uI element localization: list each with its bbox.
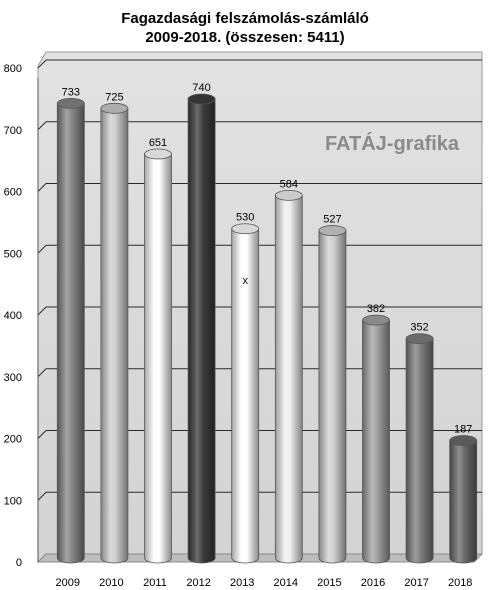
bar-body <box>405 338 434 564</box>
y-tick-label: 800 <box>4 63 22 75</box>
x-tick-label: 2011 <box>143 577 167 589</box>
bar-body <box>56 102 85 564</box>
bar-2010: 725 <box>100 91 129 564</box>
bar-value-label: 187 <box>454 424 472 436</box>
bar-value-label: 740 <box>192 82 210 94</box>
gridline-diagonal <box>37 244 47 254</box>
bar-top <box>449 435 478 446</box>
bar-2012: 740 <box>187 82 216 564</box>
watermark-text: FATÁJ-grafika <box>325 132 460 155</box>
x-tick-label: 2014 <box>274 577 298 589</box>
y-tick-label: 700 <box>4 125 22 137</box>
bar-top <box>231 223 260 235</box>
x-tick-label: 2017 <box>404 577 428 589</box>
x-tick-label: 2010 <box>99 577 123 589</box>
gridline-diagonal <box>37 430 47 439</box>
gridline-diagonal <box>37 491 47 501</box>
x-tick-label: 2009 <box>56 577 80 589</box>
bar-body <box>274 194 303 564</box>
bar-2013: 530 x <box>231 212 260 564</box>
bar-2015: 527 <box>318 214 347 564</box>
bar-value-label: 527 <box>323 214 341 226</box>
bar-body <box>144 153 172 564</box>
gridline-diagonal <box>37 183 47 192</box>
bar-2014: 584 <box>274 178 303 564</box>
bar-body <box>187 98 216 564</box>
bar-top <box>100 102 129 114</box>
bar-top <box>362 314 390 326</box>
bar-body <box>362 319 390 564</box>
bar-2016: 382 <box>362 303 390 564</box>
y-tick-label: 500 <box>4 248 22 260</box>
bar-value-label: 530 <box>236 212 254 224</box>
y-tick-label: 100 <box>4 495 22 507</box>
bar-body <box>449 440 478 564</box>
x-tick-label: 2016 <box>361 577 385 589</box>
bar-value-label: 725 <box>105 91 123 103</box>
bar-body <box>231 228 260 564</box>
x-tick-label: 2012 <box>186 577 210 589</box>
bar-annotation: x <box>242 275 248 287</box>
x-tick-label: 2018 <box>448 577 472 589</box>
bar-2009: 733 <box>56 86 85 564</box>
bar-body <box>100 107 129 564</box>
bars: 733 725 651 740 530 x 584 527 382 352 187 <box>56 82 478 564</box>
x-axis: 2009 2010 2011 2012 2013 2014 2015 2016 2017 2018 <box>56 577 473 589</box>
chart-title: Fagazdasági felszámolás-számláló <box>121 10 369 27</box>
bar-top <box>187 93 216 105</box>
x-tick-label: 2015 <box>317 577 341 589</box>
bar-top <box>144 148 172 160</box>
y-tick-label: 400 <box>4 310 22 322</box>
bar-2017: 352 <box>405 322 434 564</box>
y-tick-label: 600 <box>4 187 22 199</box>
x-tick-label: 2013 <box>230 577 254 589</box>
y-tick-label: 200 <box>4 434 22 446</box>
bar-value-label: 651 <box>149 137 167 149</box>
bar-2011: 651 <box>144 137 172 564</box>
gridline-diagonal <box>37 59 47 69</box>
bar-value-label: 584 <box>280 178 298 190</box>
bar-top <box>56 97 85 109</box>
bar-value-label: 352 <box>410 322 428 334</box>
gridline-diagonal <box>37 121 47 131</box>
bar-top <box>318 225 347 236</box>
y-axis: 0 100 200 300 400 500 600 700 800 <box>4 63 39 569</box>
bar-body <box>318 230 347 564</box>
y-tick-label: 300 <box>4 372 22 384</box>
bar-value-label: 382 <box>367 303 385 315</box>
bar-value-label: 733 <box>62 86 80 98</box>
gridline-diagonal <box>37 368 47 378</box>
bar-2018: 187 <box>449 424 478 564</box>
bar-top <box>274 189 303 201</box>
bar-top <box>405 333 434 345</box>
y-tick-label: 0 <box>16 557 22 569</box>
chart-subtitle: 2009-2018. (összesen: 5411) <box>145 29 345 46</box>
gridline-diagonal <box>37 306 47 316</box>
